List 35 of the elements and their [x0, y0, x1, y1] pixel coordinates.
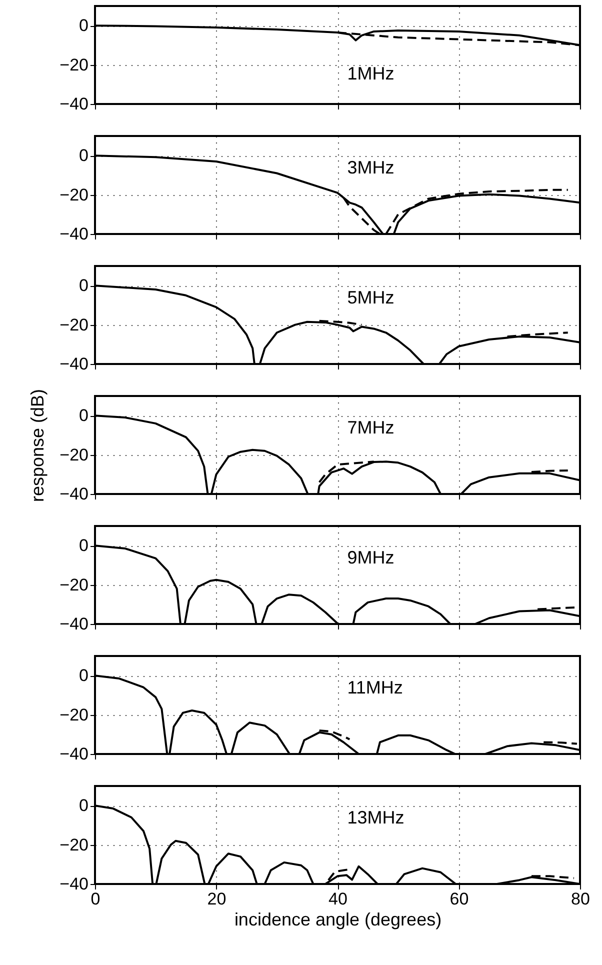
annotation: 3MHz [347, 157, 394, 178]
y-tick-label: −40 [60, 224, 88, 244]
y-tick-label: 0 [79, 406, 88, 426]
x-tick-label: 80 [571, 890, 590, 908]
y-tick-label: −20 [60, 575, 88, 594]
y-tick-label: −40 [60, 484, 88, 504]
annotation: 11MHz [347, 677, 403, 698]
y-tick-label: 0 [79, 146, 88, 166]
y-tick-label: 0 [79, 16, 88, 36]
y-tick-label: −20 [60, 185, 88, 204]
annotation: 5MHz [347, 287, 394, 308]
y-tick-label: 0 [79, 276, 88, 296]
annotation: 1MHz [347, 64, 394, 84]
y-tick-label: −40 [60, 744, 88, 764]
x-tick-label: 40 [328, 890, 348, 908]
y-axis-title: response (dB) [28, 388, 48, 502]
y-tick-label: −40 [60, 614, 88, 634]
y-tick-label: 0 [79, 796, 88, 816]
x-tick-label: 0 [90, 890, 100, 908]
y-tick-label: −20 [60, 445, 88, 464]
y-tick-label: −20 [60, 55, 88, 74]
annotation: 9MHz [347, 547, 394, 568]
y-tick-label: −20 [60, 315, 88, 334]
annotation: 13MHz [347, 807, 404, 828]
y-tick-label: 0 [79, 666, 88, 686]
x-tick-label: 60 [450, 890, 469, 908]
y-tick-label: −40 [60, 94, 88, 114]
y-tick-label: −20 [60, 835, 88, 854]
x-axis-title: incidence angle (degrees) [234, 910, 442, 930]
annotation: 7MHz [347, 417, 394, 438]
y-tick-label: −40 [60, 874, 88, 894]
x-tick-label: 20 [207, 890, 226, 908]
y-tick-label: −20 [60, 705, 88, 724]
y-tick-label: −40 [60, 354, 88, 374]
y-tick-label: 0 [79, 536, 88, 556]
